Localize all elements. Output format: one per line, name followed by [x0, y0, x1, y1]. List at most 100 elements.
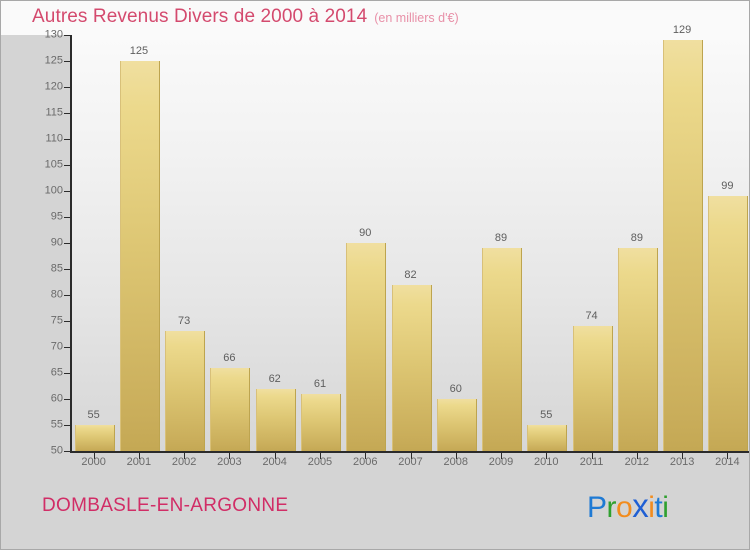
y-axis-tick: [64, 347, 71, 348]
y-axis-label: 75: [50, 314, 63, 327]
x-axis-tick: [637, 453, 638, 459]
bar-value-label: 82: [404, 268, 417, 281]
y-axis-tick: [64, 61, 71, 62]
x-axis-label: 2000: [81, 456, 106, 468]
y-axis-tick: [64, 113, 71, 114]
bar[interactable]: [436, 399, 477, 451]
bar[interactable]: [119, 61, 160, 451]
y-axis-label: 50: [50, 444, 63, 457]
logo-letter-r: r: [606, 491, 617, 524]
x-axis-tick: [184, 453, 185, 459]
x-axis-tick: [546, 453, 547, 459]
y-axis-tick: [64, 399, 71, 400]
x-axis-tick: [592, 453, 593, 459]
x-axis-label: 2011: [579, 456, 604, 468]
x-axis-label: 2012: [624, 456, 650, 468]
x-axis-tick: [94, 453, 95, 459]
bar-value-label: 62: [268, 372, 281, 385]
bar-value-label: 89: [630, 232, 643, 245]
bar[interactable]: [210, 367, 251, 451]
x-axis-label: 2014: [715, 456, 740, 468]
x-axis-label: 2006: [352, 456, 378, 468]
x-axis-tick: [727, 453, 728, 459]
commune-name: DOMBASLE-EN-ARGONNE: [42, 495, 289, 516]
x-axis-line: [70, 451, 749, 453]
y-axis-line: [70, 35, 72, 452]
y-axis-tick: [64, 321, 71, 322]
bar[interactable]: [255, 388, 296, 451]
x-axis-label: 2013: [669, 456, 695, 468]
x-axis-tick: [365, 453, 366, 459]
x-axis-tick: [139, 453, 140, 459]
y-axis-tick: [64, 373, 71, 374]
y-axis-tick: [64, 217, 71, 218]
x-axis-tick: [501, 453, 502, 459]
x-axis-label: 2010: [534, 456, 559, 468]
y-axis-label: 115: [45, 106, 63, 119]
page-title: Autres Revenus Divers de 2000 à 2014: [32, 6, 368, 27]
bar[interactable]: [572, 326, 613, 451]
bar[interactable]: [708, 196, 749, 451]
bar-value-label: 73: [178, 315, 191, 328]
bar-value-label: 66: [223, 351, 236, 364]
y-axis-label: 120: [44, 80, 63, 93]
y-axis-label: 130: [44, 28, 63, 41]
y-axis-label: 105: [44, 158, 63, 171]
logo-letter-i-second: i: [662, 491, 669, 524]
y-axis-label: 110: [45, 132, 63, 145]
x-axis-tick: [229, 453, 230, 459]
logo-letter-t: t: [654, 491, 663, 524]
bar[interactable]: [391, 284, 432, 451]
bar[interactable]: [617, 248, 658, 451]
chart-header: Autres Revenus Divers de 2000 à 2014 (en …: [1, 1, 749, 35]
bar[interactable]: [346, 243, 387, 451]
y-axis-tick: [64, 87, 71, 88]
y-axis-label: 80: [50, 288, 63, 301]
y-axis-tick: [64, 451, 71, 452]
x-axis-tick: [411, 453, 412, 459]
title-row: Autres Revenus Divers de 2000 à 2014 (en …: [32, 6, 459, 28]
bar-value-label: 60: [449, 383, 462, 395]
x-axis-label: 2005: [307, 456, 333, 468]
x-axis-tick: [682, 453, 683, 459]
x-axis-label: 2002: [171, 456, 197, 468]
bar[interactable]: [527, 425, 568, 451]
y-axis-label: 55: [50, 418, 63, 431]
y-axis-label: 85: [50, 262, 63, 275]
logo-letter-p: P: [587, 491, 607, 524]
y-axis-label: 100: [44, 184, 63, 197]
x-axis-label: 2004: [262, 456, 287, 468]
bar[interactable]: [482, 248, 523, 451]
logo-letter-i-first: i: [648, 491, 655, 524]
bar[interactable]: [165, 331, 206, 451]
y-axis-tick: [64, 165, 71, 166]
bar[interactable]: [74, 425, 115, 451]
proxiti-logo[interactable]: Proxiti: [587, 487, 669, 524]
x-axis-label: 2007: [398, 456, 423, 468]
x-axis-label: 2009: [488, 456, 514, 468]
y-axis-tick: [64, 425, 71, 426]
bar[interactable]: [663, 40, 704, 451]
x-axis-label: 2001: [126, 456, 152, 468]
bar-value-label: 99: [721, 180, 734, 193]
logo-letter-o: o: [616, 491, 633, 524]
x-axis-label: 2003: [217, 456, 242, 468]
y-axis-tick: [64, 139, 71, 140]
bar-value-label: 129: [672, 24, 692, 37]
y-axis-label: 60: [50, 392, 63, 405]
logo-letter-x: x: [632, 487, 649, 524]
bar-value-label: 74: [585, 310, 598, 323]
bar[interactable]: [300, 393, 341, 451]
y-axis-tick: [64, 191, 71, 192]
bar-value-label: 55: [87, 409, 100, 421]
y-axis-tick: [64, 243, 71, 244]
x-axis-tick: [275, 453, 276, 459]
y-axis-tick: [64, 269, 71, 270]
x-axis-label: 2008: [443, 456, 468, 468]
chart-footer: DOMBASLE-EN-ARGONNE Proxiti: [1, 471, 749, 549]
bar-value-label: 90: [359, 227, 372, 239]
y-axis-label: 70: [50, 340, 63, 353]
y-axis-label: 65: [50, 366, 63, 379]
y-axis-tick: [64, 35, 71, 36]
